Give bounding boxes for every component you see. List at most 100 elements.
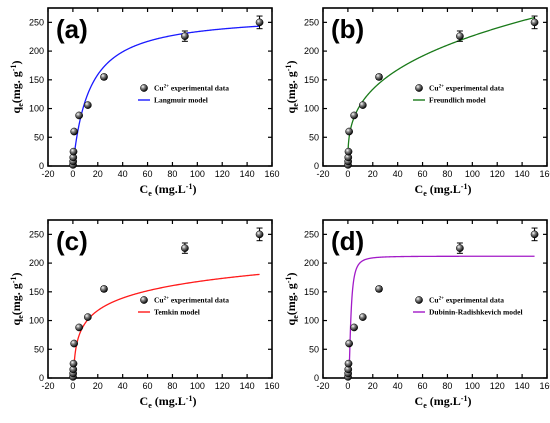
- data-point: [255, 230, 264, 239]
- x-tick-label: 120: [490, 381, 505, 391]
- chart-panel-a: -20 0 20 40 60 80 100 120 140 160050100150200250(…: [9, 7, 280, 198]
- x-tick-label: 160: [539, 169, 550, 179]
- legend-model-label: Temkin model: [154, 308, 200, 317]
- data-point: [70, 339, 78, 348]
- x-tick-label: 80: [442, 169, 452, 179]
- data-point: [255, 18, 264, 27]
- x-tick-label: 60: [143, 169, 153, 179]
- chart-panel-d: -20020406080100120140160050100150200250(…: [284, 219, 550, 410]
- y-tick-label: 100: [304, 104, 319, 114]
- x-tick-label: 120: [490, 169, 505, 179]
- x-tick-label: 100: [190, 381, 205, 391]
- panel-label: (d): [331, 226, 364, 256]
- x-tick-label: -20: [316, 169, 329, 179]
- legend-experimental-label: Cu2+ experimental data: [154, 84, 229, 93]
- x-tick-label: 60: [418, 381, 428, 391]
- y-tick-label: 50: [34, 132, 44, 142]
- data-point: [83, 313, 92, 321]
- data-point: [83, 101, 92, 109]
- data-point: [456, 32, 464, 41]
- model-curve: [347, 255, 535, 378]
- panel-label: (c): [56, 226, 88, 256]
- y-axis-label: qe(mg. g-1): [284, 273, 300, 326]
- y-axis-label: qe(mg. g-1): [9, 61, 25, 114]
- x-tick-label: 20: [93, 381, 103, 391]
- y-tick-label: 50: [309, 344, 319, 354]
- x-tick-label: 20: [368, 169, 378, 179]
- plot-frame: [47, 7, 273, 167]
- legend-model-label: Dubinin-Radishkevich model: [429, 308, 523, 317]
- legend-experimental-label: Cu2+ experimental data: [429, 296, 504, 305]
- y-tick-label: 0: [39, 161, 44, 171]
- x-tick-label: 20: [368, 381, 378, 391]
- data-point: [530, 18, 539, 27]
- data-point: [100, 285, 108, 293]
- model-curve: [72, 273, 260, 378]
- x-tick-label: 100: [190, 169, 205, 179]
- x-tick-label: -20: [41, 381, 54, 391]
- x-tick-label: 0: [345, 381, 350, 391]
- y-tick-label: 50: [34, 344, 44, 354]
- y-tick-label: 100: [29, 316, 44, 326]
- data-point: [69, 147, 78, 156]
- x-tick-label: 80: [442, 381, 452, 391]
- x-tick-label: 120: [215, 381, 230, 391]
- data-point: [375, 285, 383, 293]
- data-point: [456, 244, 464, 253]
- plot-frame: [47, 219, 273, 379]
- x-tick-label: 140: [515, 169, 530, 179]
- data-point: [350, 111, 358, 120]
- y-tick-label: 150: [304, 75, 319, 85]
- legend-marker: [415, 84, 423, 92]
- x-tick-label: 160: [539, 381, 550, 391]
- y-tick-label: 200: [29, 46, 44, 56]
- x-tick-label: 80: [167, 381, 177, 391]
- chart-panel-b: -20020406080100120140160050100150200250(…: [284, 7, 550, 198]
- x-tick-label: 0: [70, 169, 75, 179]
- x-tick-label: 20: [93, 169, 103, 179]
- data-point: [70, 127, 78, 136]
- x-axis-label: Ce (mg.L-1): [140, 182, 197, 198]
- y-tick-label: 0: [314, 373, 319, 383]
- y-tick-label: 0: [314, 161, 319, 171]
- y-tick-label: 200: [304, 46, 319, 56]
- legend-model-label: Freundlich model: [429, 96, 486, 105]
- model-curve: [347, 16, 535, 159]
- y-axis-label: qe(mg. g-1): [284, 61, 300, 114]
- data-point: [358, 313, 367, 321]
- legend-experimental-label: Cu2+ experimental data: [429, 84, 504, 93]
- data-point: [344, 359, 353, 368]
- x-tick-label: 140: [240, 381, 255, 391]
- data-point: [181, 244, 189, 253]
- x-axis-label: Ce (mg.L-1): [415, 394, 472, 410]
- x-tick-label: 140: [240, 169, 255, 179]
- y-tick-label: 200: [304, 258, 319, 268]
- x-axis-label: Ce (mg.L-1): [140, 394, 197, 410]
- model-curve: [72, 25, 260, 166]
- data-point: [69, 359, 78, 368]
- x-tick-label: 120: [215, 169, 230, 179]
- legend-marker: [415, 296, 423, 304]
- x-tick-label: 160: [264, 169, 279, 179]
- x-tick-label: 80: [167, 169, 177, 179]
- x-tick-label: 100: [465, 169, 480, 179]
- x-tick-label: 40: [393, 381, 403, 391]
- data-point: [75, 323, 83, 332]
- x-tick-label: 40: [118, 381, 128, 391]
- x-tick-label: 100: [465, 381, 480, 391]
- y-tick-label: 150: [29, 287, 44, 297]
- data-point: [345, 339, 353, 348]
- x-tick-label: 40: [393, 169, 403, 179]
- data-point: [350, 323, 358, 332]
- y-tick-label: 0: [39, 373, 44, 383]
- y-tick-label: 250: [29, 17, 44, 27]
- data-point: [75, 111, 83, 120]
- y-tick-label: 150: [29, 75, 44, 85]
- y-axis-label: qe(mg. g-1): [9, 273, 25, 326]
- x-tick-label: 60: [418, 169, 428, 179]
- y-tick-label: 50: [309, 132, 319, 142]
- data-point: [344, 147, 353, 156]
- x-axis-label: Ce (mg.L-1): [415, 182, 472, 198]
